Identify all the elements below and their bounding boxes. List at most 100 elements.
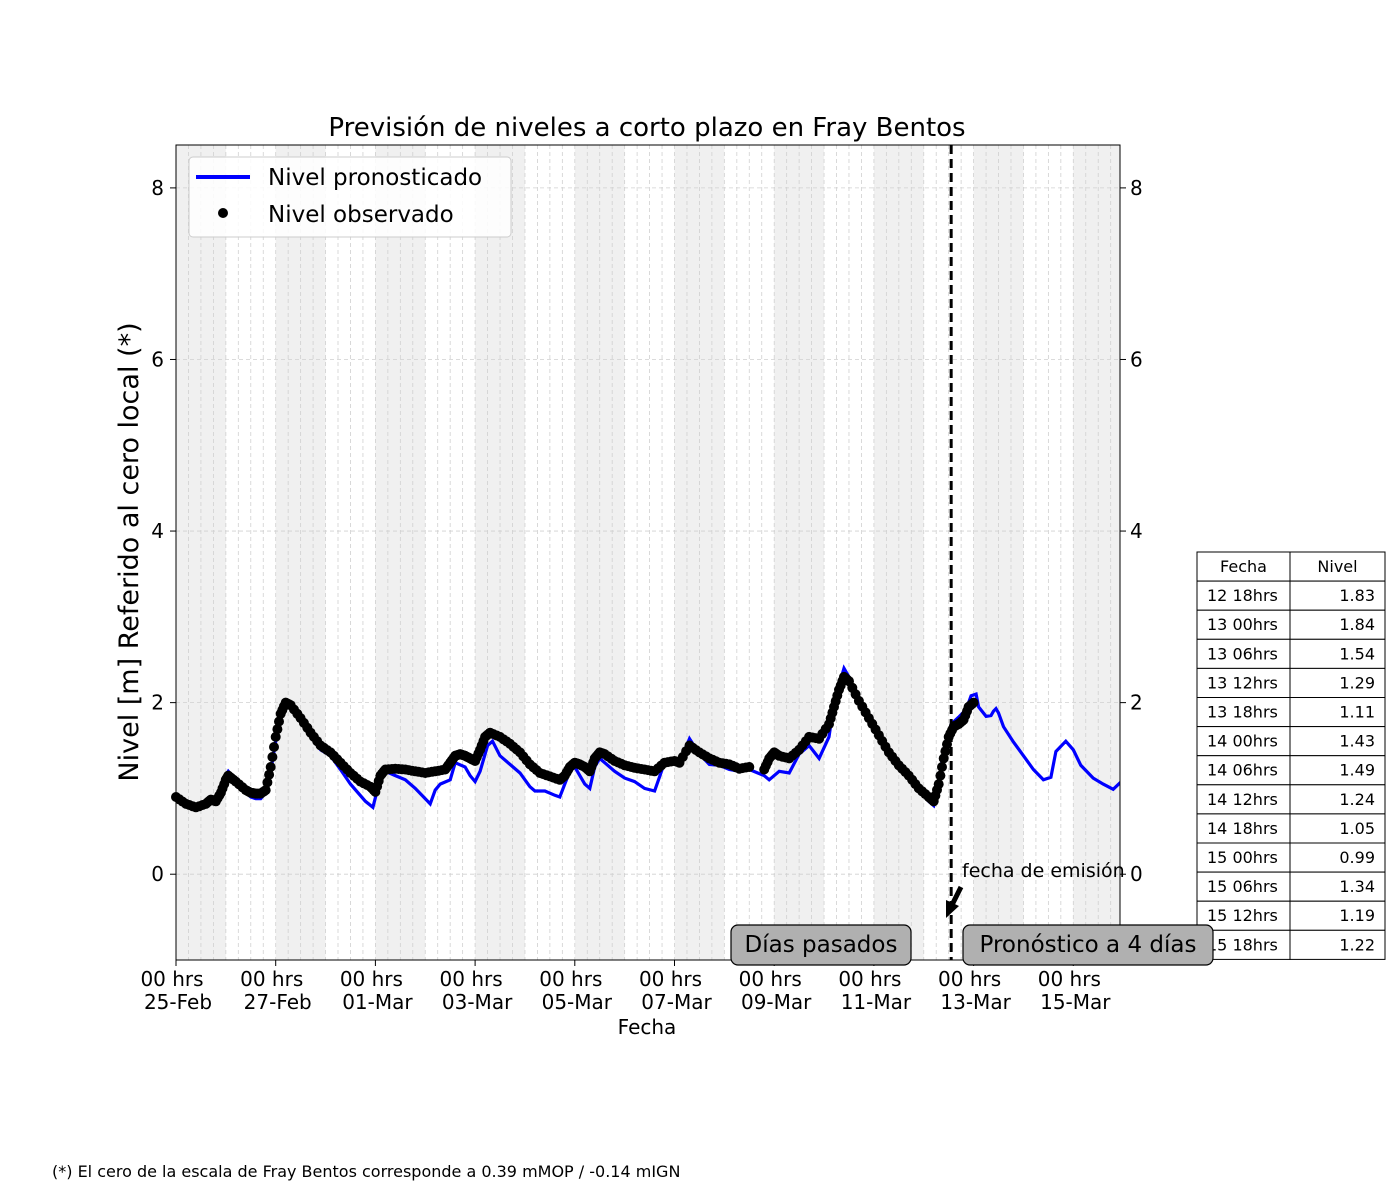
y-tick-label-right: 4 bbox=[1130, 519, 1143, 543]
x-tick-label-time: 00 hrs bbox=[240, 967, 303, 991]
table-cell bbox=[1196, 784, 1291, 815]
x-tick-label-time: 00 hrs bbox=[739, 967, 802, 991]
y-tick-label-left: 6 bbox=[151, 347, 164, 371]
table-date: 15 18hrs bbox=[1207, 935, 1278, 954]
x-axis-label: Fecha bbox=[618, 1015, 677, 1039]
observed-point bbox=[262, 777, 273, 788]
table-date: 13 06hrs bbox=[1207, 644, 1278, 663]
footnote: (*) El cero de la escala de Fray Bentos … bbox=[52, 1162, 681, 1181]
forecast-label: Pronóstico a 4 días bbox=[980, 932, 1197, 958]
observed-point bbox=[267, 752, 278, 762]
table-level: 1.05 bbox=[1339, 819, 1375, 838]
table-level: 1.24 bbox=[1339, 790, 1375, 809]
legend-forecast-label: Nivel pronosticado bbox=[268, 165, 482, 191]
y-tick-label-right: 0 bbox=[1130, 862, 1143, 886]
table-level: 1.22 bbox=[1339, 935, 1375, 954]
x-tick-label-date: 01-Mar bbox=[342, 990, 413, 1014]
past-days-box bbox=[730, 924, 912, 966]
table-cell bbox=[1196, 580, 1291, 611]
y-tick-label-left: 8 bbox=[151, 176, 164, 200]
table-cell bbox=[1196, 813, 1291, 844]
table-date: 12 18hrs bbox=[1207, 586, 1278, 605]
table-cell bbox=[1289, 726, 1386, 757]
x-tick-label-time: 00 hrs bbox=[938, 967, 1001, 991]
table-date: 13 00hrs bbox=[1207, 615, 1278, 634]
observed-point bbox=[270, 731, 281, 742]
x-tick-label-date: 07-Mar bbox=[641, 990, 712, 1014]
table-cell bbox=[1289, 929, 1386, 960]
observed-point bbox=[272, 724, 283, 735]
table-level: 1.83 bbox=[1339, 586, 1375, 605]
table-date: 15 06hrs bbox=[1207, 877, 1278, 896]
day-band bbox=[1073, 145, 1120, 960]
plot-frame bbox=[175, 144, 1121, 961]
table-level: 1.54 bbox=[1339, 644, 1375, 663]
table-cell bbox=[1196, 755, 1291, 786]
table-cell bbox=[1289, 755, 1386, 786]
emission-arrow-head bbox=[946, 900, 959, 918]
table-date: 14 12hrs bbox=[1207, 790, 1278, 809]
observed-point bbox=[274, 716, 284, 727]
observed-point bbox=[260, 785, 271, 796]
table-level: 1.11 bbox=[1339, 703, 1375, 722]
x-tick-label-date: 05-Mar bbox=[542, 990, 613, 1014]
y-axis-label: Nivel [m] Referido al cero local (*) bbox=[114, 322, 145, 781]
observed-point bbox=[264, 769, 275, 780]
legend: Nivel pronosticado Nivel observado bbox=[188, 156, 512, 238]
x-tick-label-time: 00 hrs bbox=[639, 967, 702, 991]
table-cell bbox=[1196, 900, 1291, 931]
table-level: 1.49 bbox=[1339, 761, 1375, 780]
observed-point bbox=[968, 697, 979, 708]
legend-observed-label: Nivel observado bbox=[268, 202, 454, 228]
table-header-level: Nivel bbox=[1317, 557, 1357, 576]
x-tick-label-date: 03-Mar bbox=[442, 990, 513, 1014]
emission-label: fecha de emisión bbox=[962, 860, 1125, 882]
observed-point bbox=[269, 742, 279, 752]
table-cell bbox=[1289, 871, 1386, 902]
forecast-table: Fecha Nivel 12 18hrs 1.83 13 00hrs 1.84 13 06h… bbox=[1196, 551, 1386, 960]
table-date: 14 06hrs bbox=[1207, 761, 1278, 780]
table-date: 15 00hrs bbox=[1207, 848, 1278, 867]
legend-observed-swatch bbox=[218, 208, 228, 218]
past-days-label: Días pasados bbox=[745, 932, 898, 958]
table-date: 14 18hrs bbox=[1207, 819, 1278, 838]
x-tick-label-time: 00 hrs bbox=[838, 967, 901, 991]
observed-point bbox=[744, 762, 755, 772]
table-cell bbox=[1289, 813, 1386, 844]
table-level: 1.43 bbox=[1339, 732, 1375, 751]
x-tick-label-date: 27-Feb bbox=[244, 990, 312, 1014]
table-date: 13 12hrs bbox=[1207, 673, 1278, 692]
annotations: fecha de emisión Días pasados Pronóstico… bbox=[730, 860, 1214, 966]
table-header-date: Fecha bbox=[1220, 557, 1267, 576]
x-tick-label-date: 13-Mar bbox=[940, 990, 1011, 1014]
table-level: 1.19 bbox=[1339, 906, 1375, 925]
chart-title: Previsión de niveles a corto plazo en Fr… bbox=[328, 113, 965, 143]
y-tick-label-right: 8 bbox=[1130, 176, 1143, 200]
observed-point bbox=[935, 770, 946, 781]
day-shading-bands bbox=[176, 145, 1120, 960]
table-cell bbox=[1289, 842, 1386, 873]
table-level: 0.99 bbox=[1339, 848, 1375, 867]
table-header-cell bbox=[1289, 551, 1386, 582]
observed-point bbox=[937, 762, 947, 772]
y-tick-label-right: 2 bbox=[1130, 691, 1143, 715]
table-date: 15 12hrs bbox=[1207, 906, 1278, 925]
y-tick-label-left: 2 bbox=[151, 691, 164, 715]
table-cell bbox=[1289, 580, 1386, 611]
legend-box bbox=[188, 156, 512, 238]
table-cell bbox=[1289, 667, 1386, 699]
x-tick-label-time: 00 hrs bbox=[1038, 967, 1101, 991]
x-tick-label-time: 00 hrs bbox=[440, 967, 503, 991]
x-tick-label-date: 09-Mar bbox=[741, 990, 812, 1014]
table-cell bbox=[1289, 697, 1386, 728]
observed-point bbox=[933, 779, 944, 790]
y-tick-label-left: 0 bbox=[151, 862, 164, 886]
table-date: 13 18hrs bbox=[1207, 703, 1278, 722]
x-tick-label-time: 00 hrs bbox=[539, 967, 602, 991]
table-level: 1.34 bbox=[1339, 877, 1375, 896]
y-tick-label-right: 6 bbox=[1130, 347, 1143, 371]
table-cell bbox=[1196, 638, 1291, 669]
table-level: 1.29 bbox=[1339, 673, 1375, 692]
